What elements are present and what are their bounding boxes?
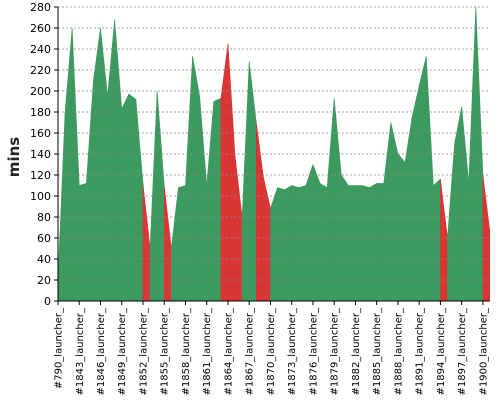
area-segment-27 [241, 61, 250, 301]
y-tick-label-260: 260 [30, 22, 51, 35]
x-tick-label-15: #1855_launcher_ [160, 307, 171, 396]
x-tick-label-45: #1885_launcher_ [372, 307, 383, 396]
y-tick-label-100: 100 [30, 190, 51, 203]
area-series [58, 7, 490, 301]
y-tick-label-140: 140 [30, 148, 51, 161]
x-tick-label-48: #1888_launcher_ [393, 307, 404, 396]
x-tick-label-0: #790_launcher_ [54, 307, 65, 389]
area-segment-35 [298, 185, 307, 301]
x-tick-label-36: #1876_launcher_ [308, 307, 319, 396]
x-tick-label-21: #1861_launcher_ [202, 307, 213, 396]
area-segment-48 [390, 122, 399, 301]
x-tick-label-12: #1852_launcher_ [138, 307, 149, 396]
y-tick-label-20: 20 [37, 274, 51, 287]
x-tick-label-39: #1879_launcher_ [330, 307, 341, 396]
area-segment-19 [185, 56, 193, 301]
area-segment-4 [78, 182, 87, 301]
area-segment-57 [454, 106, 462, 301]
area-segment-6 [93, 27, 101, 301]
area-segment-36 [305, 164, 314, 301]
area-segment-2 [64, 27, 73, 301]
area-segment-3 [71, 27, 80, 301]
area-segment-25 [227, 43, 236, 301]
area-segment-28 [248, 61, 257, 301]
area-segment-39 [326, 98, 335, 301]
area-segment-38 [319, 182, 328, 301]
y-tick-label-240: 240 [30, 43, 51, 56]
area-segment-17 [171, 187, 179, 301]
y-axis-title: mins [5, 137, 23, 177]
x-tick-label-57: #1897_launcher_ [457, 307, 468, 396]
area-segment-32 [277, 187, 285, 301]
x-tick-label-42: #1882_launcher_ [351, 307, 362, 396]
y-tick-label-0: 0 [44, 295, 51, 308]
area-segment-7 [100, 27, 108, 301]
area-segment-20 [192, 56, 200, 301]
x-tick-label-54: #1894_launcher_ [436, 307, 447, 396]
area-segment-11 [128, 93, 137, 301]
area-segment-40 [333, 98, 342, 301]
area-segment-56 [447, 143, 455, 301]
area-segment-51 [411, 85, 420, 301]
area-segment-53 [425, 56, 434, 301]
area-segment-58 [461, 106, 470, 301]
area-segment-55 [440, 179, 448, 301]
area-segment-24 [220, 43, 229, 301]
x-tick-label-18: #1858_launcher_ [181, 307, 192, 396]
area-segment-45 [369, 182, 377, 301]
area-segment-50 [404, 117, 413, 301]
x-tick-label-30: #1870_launcher_ [266, 307, 277, 396]
x-tick-label-6: #1846_launcher_ [96, 307, 107, 396]
area-segment-26 [234, 156, 243, 301]
area-segment-31 [270, 187, 278, 301]
area-segment-29 [255, 122, 264, 301]
x-tick-label-60: #1900_launcher_ [478, 307, 489, 396]
y-tick-label-200: 200 [30, 85, 51, 98]
area-segment-18 [178, 185, 186, 301]
x-tick-label-3: #1843_launcher_ [75, 307, 86, 396]
area-segment-52 [418, 56, 427, 301]
area-segment-59 [468, 7, 477, 301]
area-segment-21 [199, 96, 208, 301]
area-segment-42 [348, 185, 356, 301]
area-segment-10 [121, 94, 130, 301]
y-tick-label-80: 80 [37, 211, 51, 224]
area-segment-22 [206, 101, 215, 301]
area-segment-54 [433, 178, 441, 301]
y-tick-label-220: 220 [30, 64, 51, 77]
area-segment-34 [291, 185, 300, 301]
x-tick-label-33: #1873_launcher_ [287, 307, 298, 396]
area-segment-16 [163, 185, 172, 301]
y-tick-label-120: 120 [30, 169, 51, 182]
area-segment-49 [397, 153, 406, 301]
area-segment-13 [142, 183, 151, 301]
area-segment-47 [383, 122, 392, 301]
y-tick-label-180: 180 [30, 106, 51, 119]
x-tick-label-51: #1891_launcher_ [415, 307, 426, 396]
x-tick-label-27: #1867_launcher_ [245, 307, 256, 396]
area-segment-33 [284, 184, 293, 301]
area-segment-46 [376, 183, 385, 301]
area-segment-44 [362, 185, 370, 301]
y-tick-label-40: 40 [37, 253, 51, 266]
area-segment-37 [312, 164, 321, 301]
area-segment-5 [86, 80, 94, 301]
area-segment-1 [58, 111, 66, 301]
area-segment-12 [135, 99, 144, 301]
y-tick-label-160: 160 [30, 127, 51, 140]
x-tick-label-24: #1864_launcher_ [223, 307, 234, 396]
area-segment-23 [213, 97, 222, 301]
x-tick-label-9: #1849_launcher_ [117, 307, 128, 396]
y-tick-label-280: 280 [30, 1, 51, 14]
area-segment-43 [355, 185, 363, 301]
y-tick-label-60: 60 [37, 232, 51, 245]
